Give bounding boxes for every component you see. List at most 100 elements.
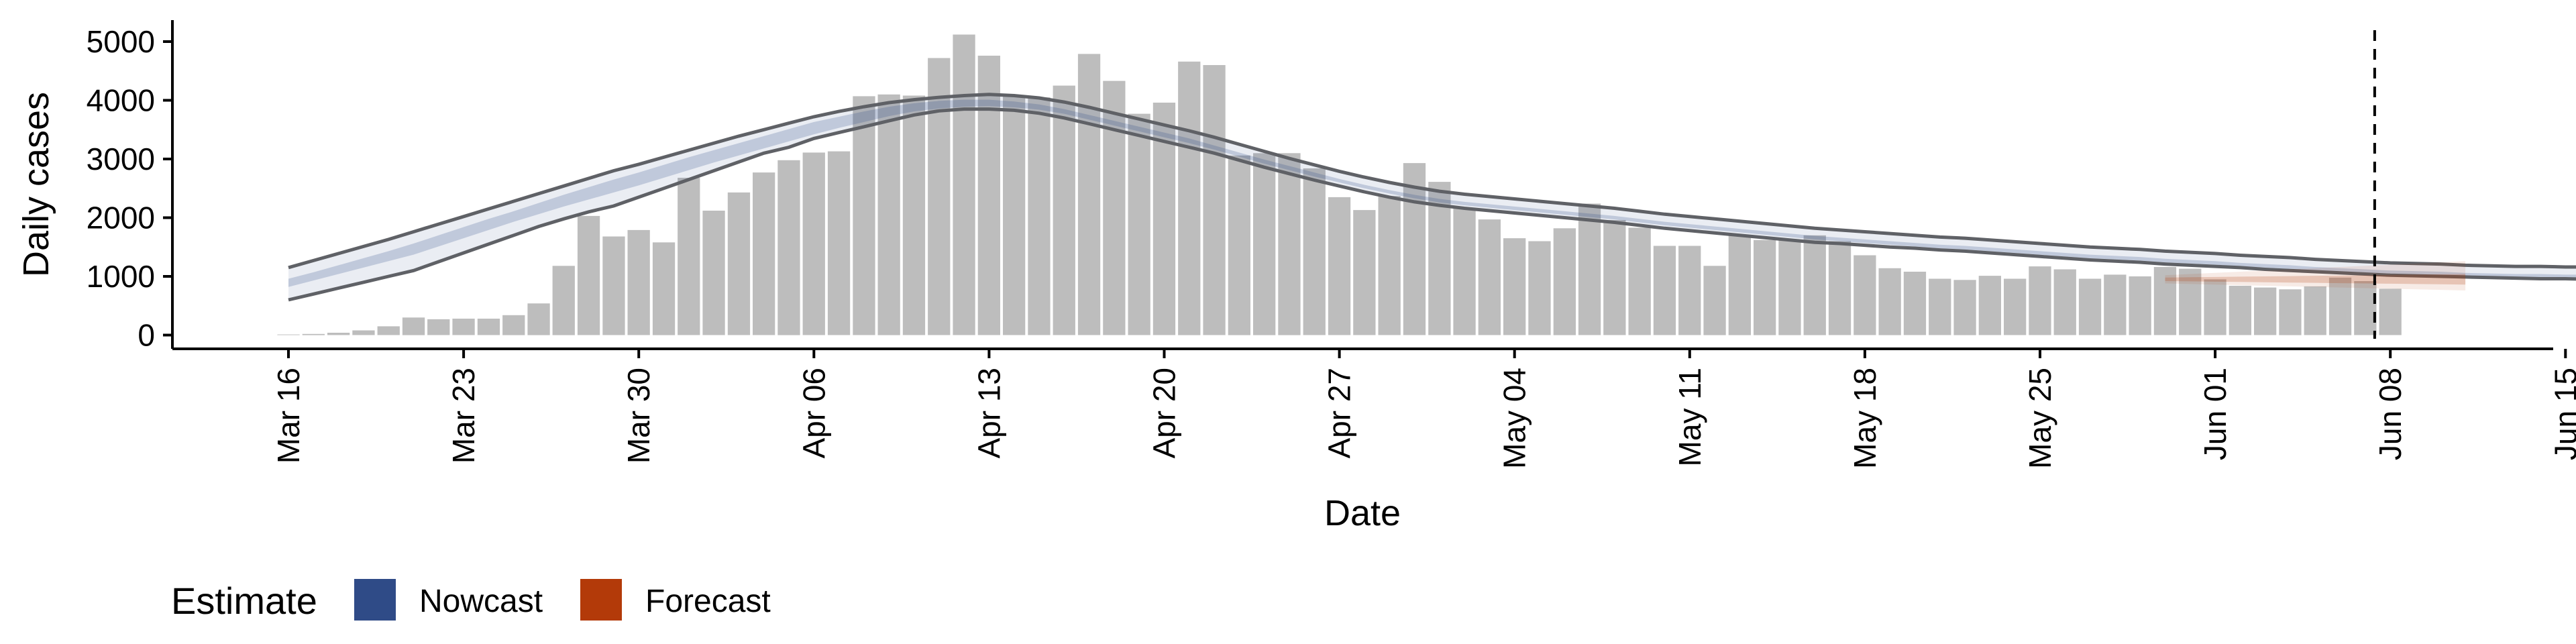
daily-case-bar — [352, 330, 375, 335]
daily-case-bar — [1728, 235, 1751, 335]
daily-case-bar — [1103, 80, 1126, 335]
daily-case-bar — [2379, 288, 2402, 335]
daily-case-bar — [1828, 241, 1851, 335]
daily-case-bar — [2229, 286, 2251, 335]
daily-case-bar — [777, 160, 800, 335]
daily-case-bar — [1478, 219, 1501, 335]
daily-case-bar — [1503, 238, 1526, 335]
daily-case-bar — [452, 319, 475, 335]
daily-case-bar — [1053, 85, 1075, 335]
daily-case-bar — [2179, 268, 2202, 335]
daily-case-bar — [1953, 280, 1976, 335]
x-tick-label: Apr 06 — [796, 368, 831, 459]
daily-case-bar — [902, 95, 926, 335]
daily-case-bar — [853, 96, 875, 335]
y-tick-label: 0 — [138, 318, 155, 353]
daily-case-bar — [1653, 246, 1676, 335]
nowcast-upper-line — [288, 93, 2576, 270]
nowcast-band-90 — [288, 94, 2576, 300]
daily-case-bar — [2104, 274, 2127, 335]
daily-case-bar — [1703, 266, 1726, 335]
daily-case-bar — [577, 215, 600, 335]
x-tick-label: May 18 — [1847, 368, 1882, 469]
axes-layer — [171, 20, 2553, 350]
x-tick-label: Jun 15 — [2548, 368, 2576, 460]
daily-case-bar — [327, 333, 350, 335]
daily-case-bar — [928, 58, 951, 335]
daily-case-bar — [1978, 276, 2001, 335]
daily-case-bar — [1878, 268, 1901, 335]
daily-case-bar — [1578, 203, 1601, 335]
daily-case-bar — [1203, 65, 1226, 335]
daily-case-bar — [1028, 97, 1051, 335]
daily-case-bar — [1178, 61, 1201, 335]
x-axis-title: Date — [1324, 493, 1401, 533]
y-tick-label: 5000 — [87, 24, 155, 59]
x-tick-label: Mar 23 — [446, 368, 481, 464]
daily-case-bar — [502, 315, 525, 335]
x-tick-label: May 11 — [1672, 368, 1707, 466]
forecast-band-90 — [2165, 261, 2466, 290]
x-tick-label: Mar 30 — [621, 368, 656, 464]
daily-case-bar — [1253, 153, 1276, 335]
x-tick-label: Apr 13 — [971, 368, 1006, 459]
daily-case-bar — [753, 172, 775, 335]
daily-case-bar — [1778, 239, 1801, 335]
daily-case-bar — [2004, 278, 2027, 335]
daily-case-bar — [727, 192, 751, 335]
daily-case-bar — [1077, 54, 1101, 335]
daily-case-bar — [678, 178, 700, 335]
daily-case-bar — [1303, 168, 1326, 335]
daily-case-bar — [1278, 153, 1301, 335]
daily-case-bar — [2328, 277, 2352, 335]
daily-case-bar — [2078, 278, 2102, 335]
y-tick-label: 2000 — [87, 201, 155, 235]
daily-case-bar — [1128, 113, 1150, 335]
daily-case-bar — [2354, 281, 2377, 335]
daily-case-bar — [877, 94, 900, 335]
daily-case-bar — [302, 333, 325, 335]
legend-label-nowcast: Nowcast — [419, 584, 543, 619]
daily-case-bar — [2129, 276, 2151, 335]
daily-case-bar — [1754, 239, 1776, 335]
daily-case-bar — [1353, 210, 1376, 335]
daily-case-bar — [527, 303, 550, 335]
bars-layer — [277, 34, 2402, 335]
y-tick-label: 4000 — [87, 83, 155, 118]
legend: Estimate Nowcast Forecast — [171, 579, 771, 622]
daily-case-bar — [2204, 279, 2226, 335]
daily-case-bar — [1854, 255, 1876, 335]
forecast-band-50 — [2165, 274, 2466, 285]
daily-case-bar — [602, 236, 625, 335]
daily-case-bar — [1803, 235, 1826, 335]
legend-title: Estimate — [171, 580, 317, 622]
daily-case-bar — [1328, 197, 1351, 335]
y-tick-label: 1000 — [87, 259, 155, 294]
daily-case-bar — [827, 151, 851, 335]
daily-case-bar — [477, 319, 500, 335]
legend-swatch-forecast — [580, 579, 622, 621]
ribbons-layer — [288, 93, 2576, 302]
daily-case-bar — [1403, 163, 1426, 335]
daily-case-bar — [2029, 266, 2051, 335]
legend-swatch-nowcast — [354, 579, 396, 621]
legend-label-forecast: Forecast — [645, 584, 771, 619]
daily-case-bar — [1003, 95, 1026, 335]
x-tick-label: Apr 27 — [1322, 368, 1357, 459]
y-tick-label: 3000 — [87, 142, 155, 176]
daily-case-bar — [702, 211, 725, 335]
y-axis-title: Daily cases — [16, 92, 56, 277]
x-tick-label: Jun 01 — [2198, 368, 2233, 460]
x-tick-label: May 04 — [1497, 368, 1532, 469]
nowcast-lower-line — [288, 107, 2576, 302]
daily-case-bar — [1628, 227, 1651, 335]
daily-case-bar — [1603, 220, 1626, 335]
x-tick-label: Apr 20 — [1147, 368, 1182, 459]
daily-case-bar — [977, 56, 1000, 335]
daily-case-bar — [1228, 155, 1250, 335]
daily-case-bar — [2254, 287, 2277, 335]
daily-case-bar — [1553, 228, 1576, 335]
daily-case-bar — [2053, 269, 2076, 335]
daily-case-bar — [1528, 241, 1551, 335]
